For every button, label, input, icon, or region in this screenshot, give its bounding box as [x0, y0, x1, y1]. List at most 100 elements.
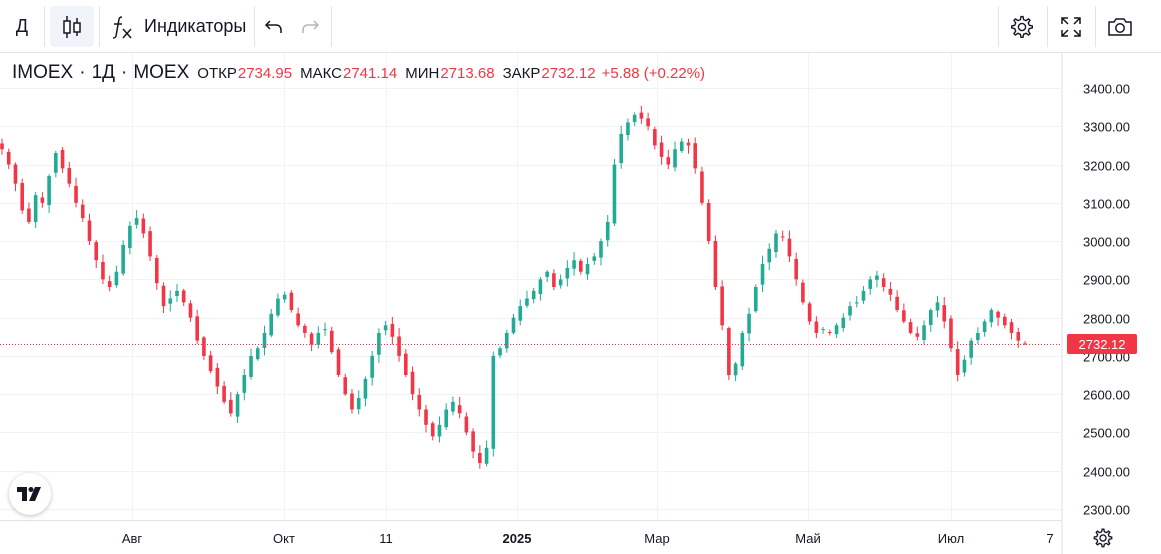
tradingview-logo[interactable] [9, 473, 51, 515]
candle-body [552, 273, 556, 288]
settings-button[interactable] [1003, 6, 1041, 47]
candle-body [599, 241, 603, 258]
legend-separator: · [79, 62, 86, 83]
candle [215, 363, 220, 395]
candle [1016, 327, 1021, 348]
legend-high-label: МАКС [300, 65, 342, 82]
candle-body [430, 423, 435, 437]
candle [87, 213, 92, 246]
candle-body [262, 332, 267, 348]
candle [20, 178, 24, 214]
candle-body [801, 282, 805, 303]
candle [922, 320, 926, 345]
candle-body [161, 285, 166, 307]
candle [188, 300, 193, 322]
candle-body [377, 332, 381, 355]
candle [619, 125, 623, 169]
price-chart[interactable]: 3400.00 3300.00 3200.00 3100.00 3000.00 2900.… [0, 53, 1161, 554]
candle [727, 326, 731, 380]
interval-label: Д [15, 16, 29, 36]
price-tick-label: 3400.00 [1083, 82, 1130, 97]
candle [437, 416, 442, 443]
candle [1003, 313, 1007, 329]
time-tick-label: 11 [379, 531, 393, 546]
candle-body [928, 309, 933, 325]
candle [653, 126, 657, 150]
candle [383, 320, 388, 336]
candle [955, 341, 960, 382]
indicators-button[interactable]: Индикаторы [104, 6, 250, 47]
candle-body [329, 330, 334, 353]
candle [801, 279, 805, 305]
candle [148, 226, 152, 261]
legend-close-value: 2732.12 [541, 65, 596, 82]
candle-body [114, 271, 119, 286]
fullscreen-button[interactable] [1052, 6, 1090, 47]
undo-button[interactable] [258, 6, 290, 47]
candle-body [605, 221, 610, 241]
tradingview-logo-icon [17, 487, 41, 501]
chart-type-button[interactable] [50, 6, 94, 47]
candle-body [343, 377, 348, 395]
candle-body [794, 258, 798, 280]
time-tick-label: 2025 [503, 531, 532, 546]
candle [646, 112, 650, 131]
candle [848, 301, 852, 321]
candle-body [457, 405, 462, 414]
candle [579, 258, 583, 275]
candle [821, 326, 825, 334]
candle-body [982, 321, 987, 333]
candle [902, 303, 906, 324]
candle-body [444, 409, 448, 428]
toolbar-separator [1047, 6, 1048, 47]
axis-settings-button[interactable] [1090, 525, 1116, 551]
redo-button[interactable] [294, 6, 326, 47]
candle-body [646, 118, 650, 127]
price-tick-label: 3200.00 [1083, 159, 1130, 174]
candle-body [579, 260, 583, 272]
legend-close-label: ЗАКР [502, 65, 541, 82]
price-tick-label: 2300.00 [1083, 503, 1130, 518]
candle [740, 330, 745, 370]
candle-body [504, 332, 509, 349]
candle [915, 326, 920, 341]
undo-icon [264, 19, 282, 33]
candle [632, 112, 637, 127]
candle-body [478, 452, 482, 464]
candle-body [868, 279, 873, 289]
candle [235, 391, 240, 423]
candle [834, 322, 839, 338]
interval-button[interactable]: Д [4, 6, 40, 47]
candle-body [700, 171, 704, 203]
candle-body [774, 233, 778, 253]
legend-low-value: 2713.68 [440, 65, 495, 82]
candle [928, 308, 933, 332]
candle [457, 396, 462, 419]
candle-body [87, 220, 92, 242]
candle [370, 350, 374, 386]
candle [444, 403, 448, 430]
candle-body [303, 325, 307, 333]
candle [666, 149, 671, 170]
top-toolbar: Д Индикаторы [0, 0, 1161, 53]
candle-body [451, 401, 455, 412]
candle-body [881, 278, 886, 288]
price-tick-label: 3300.00 [1083, 120, 1130, 135]
candle [94, 240, 99, 269]
candle-body [222, 385, 226, 402]
candle [0, 138, 4, 155]
candle-body [188, 303, 193, 318]
candle-body [888, 288, 893, 295]
candle-body [639, 112, 644, 119]
candle-body [626, 122, 630, 136]
candle [976, 327, 980, 345]
candle-body [370, 355, 374, 378]
screenshot-button[interactable] [1100, 6, 1140, 47]
candle [720, 280, 724, 331]
price-tick-label: 2900.00 [1083, 273, 1130, 288]
legend-symbol[interactable]: IMOEX [12, 62, 74, 83]
gear-icon [1093, 528, 1113, 548]
candle [33, 192, 38, 229]
price-tick-label: 3100.00 [1083, 197, 1130, 212]
candle [255, 346, 260, 361]
